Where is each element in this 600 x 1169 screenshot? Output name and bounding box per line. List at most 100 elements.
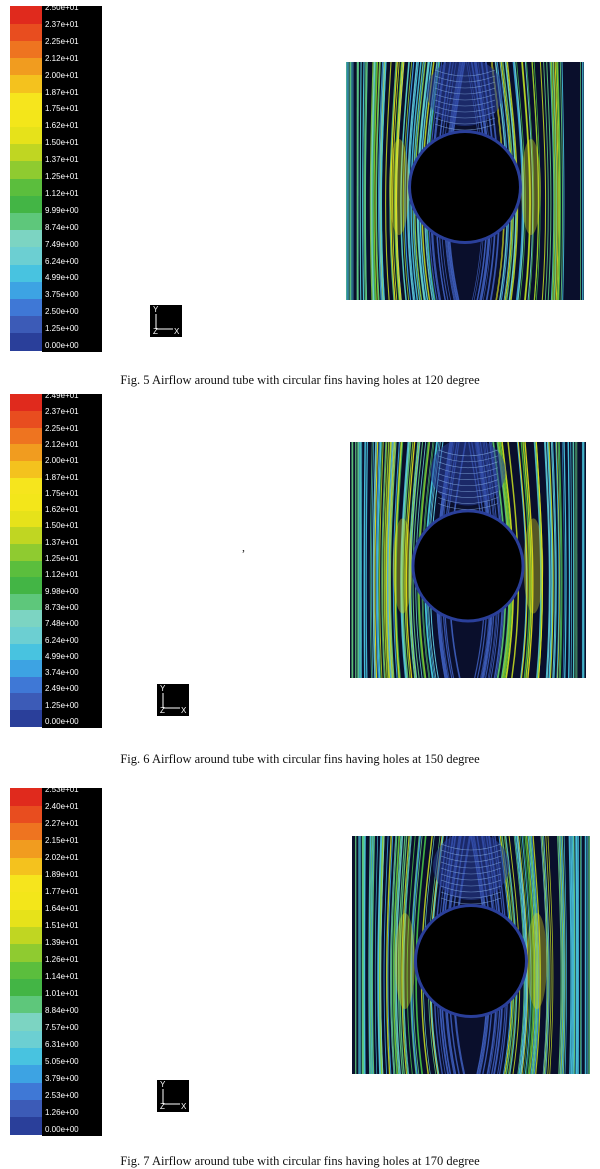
colorbar-tick-label: 3.74e+00 (45, 668, 79, 678)
axes-triad-icon: Y Z X (157, 1080, 189, 1112)
colorbar-segment (10, 264, 42, 282)
colorbar-segment (10, 494, 42, 511)
colorbar-tick-label: 9.98e+00 (45, 587, 79, 597)
figure-caption: Fig. 6 Airflow around tube with circular… (0, 752, 600, 767)
colorbar-tick-label: 2.53e+01 (45, 785, 79, 795)
colorbar-tick-label: 2.15e+01 (45, 836, 79, 846)
tube-cross-section (414, 512, 521, 619)
axes-triad-icon: Y Z X (157, 684, 189, 716)
colorbar-segment (10, 212, 42, 230)
colorbar-segment (10, 660, 42, 677)
colorbar-tick-label: 5.05e+00 (45, 1057, 79, 1067)
colorbar-tick-label: 2.12e+01 (45, 54, 79, 64)
axis-lines-icon (157, 1080, 189, 1112)
colorbar-segment (10, 40, 42, 58)
colorbar-tick-label: 1.62e+01 (45, 505, 79, 515)
colorbar-segment (10, 510, 42, 527)
colorbar-tick-label: 1.50e+01 (45, 521, 79, 531)
colorbar-tick-label: 1.14e+01 (45, 972, 79, 982)
colorbar-segment (10, 460, 42, 477)
colorbar-segment (10, 58, 42, 76)
axis-lines-icon (150, 305, 182, 337)
colorbar-tick-label: 4.99e+00 (45, 652, 79, 662)
colorbar-tick-label: 2.53e+00 (45, 1091, 79, 1101)
colorbar-segment (10, 892, 42, 910)
colorbar-segment (10, 1099, 42, 1117)
colorbar-tick-label: 0.00e+00 (45, 341, 79, 351)
colorbar-segment (10, 247, 42, 265)
colorbar-segment (10, 560, 42, 577)
colorbar-segment (10, 857, 42, 875)
colorbar-tick-label: 1.87e+01 (45, 88, 79, 98)
colorbar-segment (10, 298, 42, 316)
colorbar-tick-label: 1.77e+01 (45, 887, 79, 897)
axes-triad-icon: Y Z X (150, 305, 182, 337)
colorbar-tick-label: 1.75e+01 (45, 489, 79, 499)
colorbar-segment (10, 394, 42, 411)
colorbar-tick-label: 8.74e+00 (45, 223, 79, 233)
colorbar-segment (10, 805, 42, 823)
colorbar-segment (10, 926, 42, 944)
tube-cross-section (417, 907, 525, 1015)
colorbar-tick-label: 3.79e+00 (45, 1074, 79, 1084)
colorbar-segment (10, 1082, 42, 1100)
colorbar-tick-label: 6.24e+00 (45, 636, 79, 646)
colorbar-tick-label: 1.01e+01 (45, 989, 79, 999)
flow-field-image (352, 836, 590, 1074)
colorbar-tick-label: 2.02e+01 (45, 853, 79, 863)
colorbar-segment (10, 788, 42, 806)
colorbar-segment (10, 626, 42, 643)
colorbar-tick-label: 1.12e+01 (45, 189, 79, 199)
colorbar-tick-label: 2.50e+01 (45, 3, 79, 13)
colorbar-segment (10, 427, 42, 444)
colorbar-tick-label: 0.00e+00 (45, 717, 79, 727)
colorbar-tick-label: 7.57e+00 (45, 1023, 79, 1033)
colorbar-segment (10, 709, 42, 726)
colorbar-segment (10, 126, 42, 144)
colorbar-tick-label: 1.64e+01 (45, 904, 79, 914)
colorbar-tick-label: 1.51e+01 (45, 921, 79, 931)
colorbar-segment (10, 1117, 42, 1135)
colorbar (10, 6, 42, 350)
figure-caption: Fig. 7 Airflow around tube with circular… (0, 1154, 600, 1169)
flow-field-image (350, 442, 586, 678)
colorbar-segment (10, 178, 42, 196)
colorbar-segment (10, 230, 42, 248)
colorbar-segment (10, 92, 42, 110)
high-velocity-band (524, 518, 544, 613)
colorbar-tick-label: 1.62e+01 (45, 121, 79, 131)
colorbar-tick-label: 9.99e+00 (45, 206, 79, 216)
colorbar-segment (10, 840, 42, 858)
colorbar-tick-label: 1.25e+01 (45, 172, 79, 182)
colorbar-tick-label: 6.24e+00 (45, 257, 79, 267)
colorbar-tick-label: 7.49e+00 (45, 240, 79, 250)
colorbar-tick-label: 8.73e+00 (45, 603, 79, 613)
colorbar-segment (10, 316, 42, 334)
colorbar-tick-label: 1.26e+00 (45, 1108, 79, 1118)
colorbar-tick-label: 1.75e+01 (45, 104, 79, 114)
colorbar-tick-label: 2.00e+01 (45, 456, 79, 466)
colorbar-tick-label: 2.12e+01 (45, 440, 79, 450)
colorbar-tick-label: 1.89e+01 (45, 870, 79, 880)
colorbar-segment (10, 444, 42, 461)
high-velocity-band (521, 139, 541, 235)
colorbar-segment (10, 823, 42, 841)
colorbar-segment (10, 610, 42, 627)
colorbar-segment (10, 195, 42, 213)
colorbar-segment (10, 909, 42, 927)
colorbar-segment (10, 109, 42, 127)
colorbar-segment (10, 6, 42, 24)
colorbar-segment (10, 944, 42, 962)
flow-field-image (346, 62, 584, 300)
colorbar-segment (10, 676, 42, 693)
colorbar-tick-label: 1.39e+01 (45, 938, 79, 948)
colorbar-tick-label: 2.25e+01 (45, 37, 79, 47)
colorbar-tick-label: 3.75e+00 (45, 290, 79, 300)
colorbar-segment (10, 643, 42, 660)
colorbar-segment (10, 333, 42, 351)
colorbar-segment (10, 875, 42, 893)
colorbar-segment (10, 527, 42, 544)
